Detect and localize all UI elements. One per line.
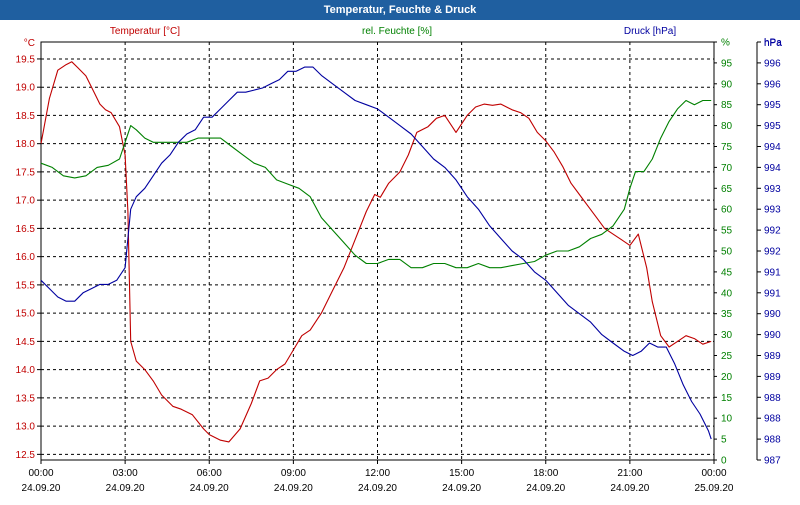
mid-tick-label: 25 [721, 351, 733, 362]
right-tick-label: 992 [764, 247, 781, 258]
x-tick-label-time: 09:00 [281, 468, 306, 479]
mid-tick-label: 75 [721, 142, 733, 153]
right-tick-label: 991 [764, 288, 781, 299]
left-tick-label: 16.0 [16, 252, 36, 263]
mid-tick-label: 80 [721, 121, 733, 132]
left-tick-label: 18.5 [16, 111, 36, 122]
x-tick-label-time: 06:00 [197, 468, 222, 479]
right-tick-label: 990 [764, 309, 781, 320]
x-tick-label-date: 24.09.20 [610, 483, 649, 494]
right-tick-label: 990 [764, 330, 781, 341]
right-tick-label: 988 [764, 414, 781, 425]
right-tick-label: 996 [764, 58, 781, 69]
right-tick-label: 988 [764, 435, 781, 446]
x-tick-label-date: 24.09.20 [190, 483, 229, 494]
mid-tick-label: 5 [721, 435, 727, 446]
x-tick-label-date: 24.09.20 [442, 483, 481, 494]
mid-tick-label: 30 [721, 330, 733, 341]
line-chart: 00:00 24.09.20 03:00 24.09.20 06:00 24.09.20 0… [16, 26, 783, 494]
right-tick-label: 993 [764, 205, 781, 216]
left-tick-label: 15.5 [16, 280, 36, 291]
x-tick-label-time: 15:00 [449, 468, 474, 479]
mid-tick-label: 90 [721, 79, 733, 90]
mid-tick-label: 65 [721, 184, 733, 195]
left-axis-unit: °C [24, 38, 35, 49]
series-line-humidity [40, 99, 712, 269]
left-tick-label: 13.0 [16, 422, 36, 433]
x-tick-label-time: 00:00 [701, 468, 726, 479]
right-tick-label: 987 [764, 456, 781, 467]
grid-lines [41, 42, 714, 460]
series-layer [40, 61, 712, 443]
right-tick-label: 992 [764, 226, 781, 237]
right-axis-unit: hPa [764, 38, 782, 49]
x-tick-label-time: 18:00 [533, 468, 558, 479]
legend-pressure: Druck [hPa] [624, 26, 676, 37]
x-tick-label-date: 24.09.20 [358, 483, 397, 494]
x-tick-label-date: 24.09.20 [274, 483, 313, 494]
legend-humidity: rel. Feuchte [%] [362, 26, 432, 37]
right-tick-label: 995 [764, 121, 781, 132]
left-tick-label: 14.0 [16, 365, 36, 376]
mid-tick-label: 60 [721, 205, 733, 216]
left-tick-label: 17.5 [16, 167, 36, 178]
mid-tick-label: 15 [721, 393, 733, 404]
left-tick-label: 16.5 [16, 224, 36, 235]
right-tick-label: 996 [764, 79, 781, 90]
axes-layer: 00:00 24.09.20 03:00 24.09.20 06:00 24.09.20 0… [16, 26, 783, 494]
mid-tick-label: 20 [721, 372, 733, 383]
right-tick-label: 989 [764, 372, 781, 383]
x-tick-label-date: 25.09.20 [695, 483, 734, 494]
legend-temperature: Temperatur [°C] [110, 26, 180, 37]
mid-tick-label: 85 [721, 100, 733, 111]
mid-tick-label: 45 [721, 267, 733, 278]
left-tick-label: 19.5 [16, 54, 36, 65]
right-tick-label: 995 [764, 100, 781, 111]
chart-title: Temperatur, Feuchte & Druck [0, 0, 800, 20]
mid-tick-label: 55 [721, 226, 733, 237]
left-tick-label: 15.0 [16, 309, 36, 320]
x-tick-label-time: 12:00 [365, 468, 390, 479]
right-tick-label: 993 [764, 184, 781, 195]
x-tick-label-date: 24.09.20 [22, 483, 61, 494]
left-tick-label: 19.0 [16, 83, 36, 94]
mid-tick-label: 50 [721, 247, 733, 258]
mid-tick-label: 70 [721, 163, 733, 174]
mid-tick-label: 10 [721, 414, 733, 425]
left-tick-label: 17.0 [16, 196, 36, 207]
x-tick-label-date: 24.09.20 [526, 483, 565, 494]
left-tick-label: 12.5 [16, 450, 36, 461]
series-line-pressure [40, 66, 712, 440]
right-tick-label: 991 [764, 267, 781, 278]
right-tick-label: 994 [764, 142, 781, 153]
x-tick-label-time: 03:00 [113, 468, 138, 479]
chart-area: 00:00 24.09.20 03:00 24.09.20 06:00 24.09.20 0… [0, 20, 800, 500]
x-tick-label-date: 24.09.20 [106, 483, 145, 494]
mid-tick-label: 35 [721, 309, 733, 320]
x-tick-label-time: 21:00 [617, 468, 642, 479]
right-tick-label: hPa [764, 38, 782, 49]
left-tick-label: 13.5 [16, 393, 36, 404]
left-tick-label: 18.0 [16, 139, 36, 150]
mid-tick-label: % [721, 38, 730, 49]
right-tick-label: 988 [764, 393, 781, 404]
mid-tick-label: 0 [721, 456, 727, 467]
mid-tick-label: 95 [721, 58, 733, 69]
right-tick-label: 989 [764, 351, 781, 362]
x-tick-label-time: 00:00 [28, 468, 53, 479]
left-tick-label: 14.5 [16, 337, 36, 348]
mid-tick-label: 40 [721, 288, 733, 299]
right-tick-label: 994 [764, 163, 781, 174]
